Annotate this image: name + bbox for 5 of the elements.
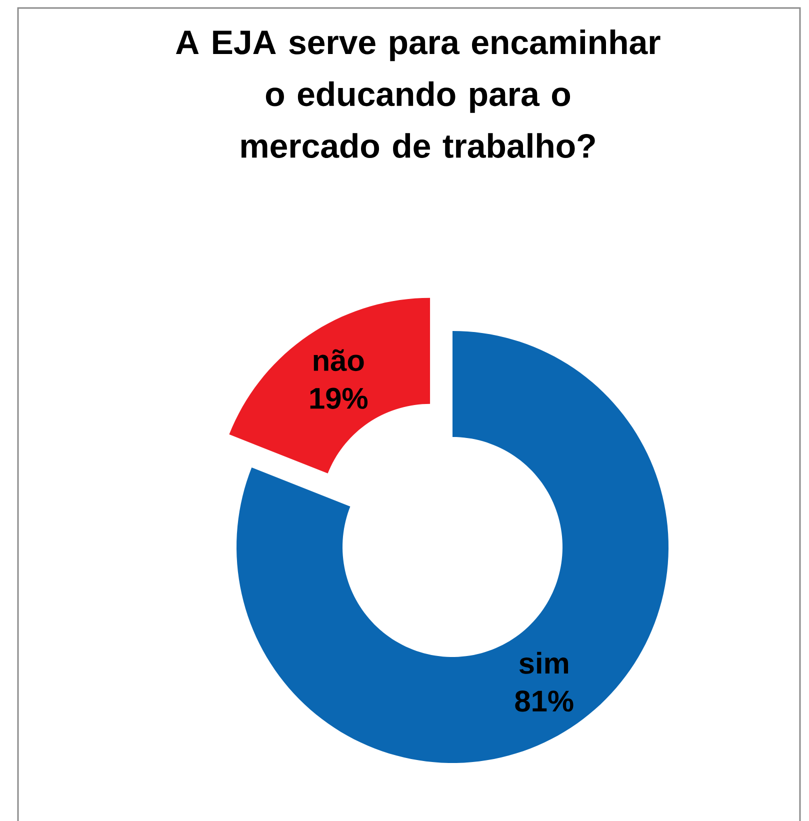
- slice-label: sim: [519, 652, 568, 674]
- chart-title: A EJA serve para encaminhar o educando para o mercado de trabalho?: [176, 30, 660, 158]
- data-label: 81%: [515, 690, 574, 712]
- data-label: 19%: [310, 388, 368, 409]
- slice-label: não: [314, 349, 364, 372]
